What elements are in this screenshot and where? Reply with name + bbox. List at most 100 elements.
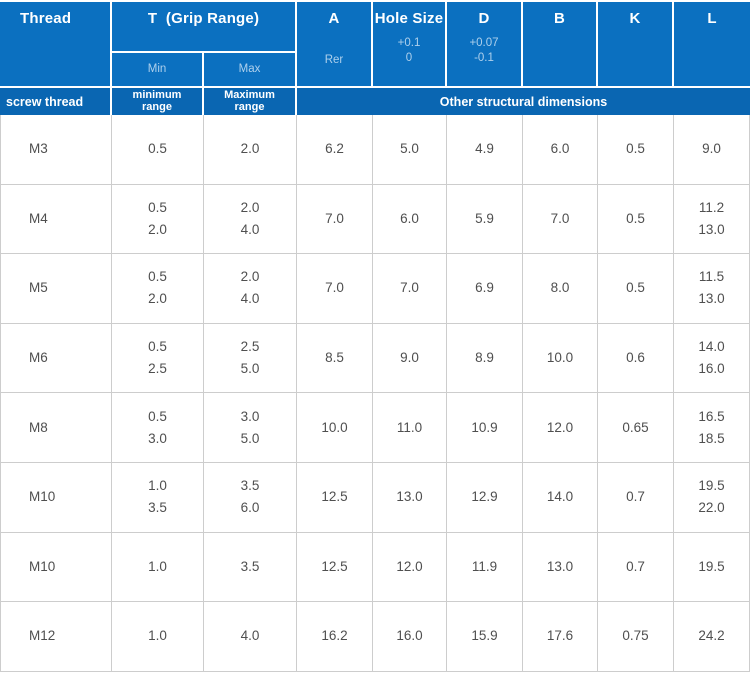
cell-hole-size: 11.0 (373, 393, 447, 463)
cell-a: 6.2 (297, 115, 373, 185)
cell-thread: M12 (0, 602, 112, 672)
header-k-label: K (629, 10, 641, 27)
cell-thread: M8 (0, 393, 112, 463)
cell-l: 9.0 (674, 115, 750, 185)
cell-t-max: 3.0 5.0 (204, 393, 297, 463)
cell-b: 8.0 (523, 254, 598, 324)
cell-t-min: 0.5 2.5 (112, 323, 204, 394)
header-b-label: B (553, 10, 566, 27)
subheader-other-dimensions: Other structural dimensions (297, 88, 750, 115)
cell-t-max: 4.0 (204, 602, 297, 672)
subheader-screw-thread: screw thread (0, 88, 112, 115)
header-cell-b: B (523, 2, 598, 86)
cell-thread: M4 (0, 184, 112, 255)
header-cell-k: K (598, 2, 674, 86)
cell-thread: M10 (0, 462, 112, 533)
cell-t-min: 0.5 (112, 115, 204, 185)
header-hole-size-tolerance: +0.1 0 (397, 37, 421, 64)
cell-k: 0.5 (598, 254, 674, 324)
cell-k: 0.5 (598, 115, 674, 185)
table-subheader: screw thread minimum range Maximum range… (0, 88, 750, 115)
cell-a: 8.5 (297, 323, 373, 394)
header-cell-grip-min: Min (112, 53, 204, 86)
cell-thread: M3 (0, 115, 112, 185)
cell-t-min: 0.5 3.0 (112, 393, 204, 463)
cell-hole-size: 7.0 (373, 254, 447, 324)
subheader-maximum-range: Maximum range (204, 88, 297, 115)
cell-t-max: 2.5 5.0 (204, 323, 297, 394)
cell-t-max: 3.5 6.0 (204, 462, 297, 533)
cell-t-max: 2.0 (204, 115, 297, 185)
header-cell-hole-size: Hole Size +0.1 0 (373, 2, 447, 86)
cell-thread: M6 (0, 323, 112, 394)
cell-l: 19.5 (674, 532, 750, 603)
cell-b: 12.0 (523, 393, 598, 463)
cell-d: 8.9 (447, 323, 523, 394)
table-body: M3 0.5 2.0 6.2 5.0 4.9 6.0 0.5 9.0 M4 0.… (0, 115, 750, 672)
cell-b: 7.0 (523, 184, 598, 255)
cell-d: 12.9 (447, 462, 523, 533)
table-header: Thread T (Grip Range) Min Max A Rer Hole… (0, 2, 750, 86)
header-cell-a: A Rer (297, 2, 373, 86)
cell-t-min: 1.0 3.5 (112, 462, 204, 533)
cell-a: 7.0 (297, 184, 373, 255)
cell-k: 0.75 (598, 602, 674, 672)
cell-a: 12.5 (297, 532, 373, 603)
header-l-label: L (707, 10, 717, 27)
header-hole-size-label: Hole Size (374, 10, 444, 27)
cell-thread: M10 (0, 532, 112, 603)
cell-d: 5.9 (447, 184, 523, 255)
cell-k: 0.7 (598, 462, 674, 533)
cell-l: 24.2 (674, 602, 750, 672)
header-d-tolerance: +0.07 -0.1 (469, 37, 499, 64)
header-cell-d: D +0.07 -0.1 (447, 2, 523, 86)
cell-l: 11.2 13.0 (674, 184, 750, 255)
header-a-label: A (328, 10, 340, 27)
cell-hole-size: 16.0 (373, 602, 447, 672)
header-grip-range-label: T (Grip Range) (147, 10, 260, 27)
header-grip-min-label: Min (147, 63, 167, 75)
cell-b: 6.0 (523, 115, 598, 185)
cell-t-min: 0.5 2.0 (112, 184, 204, 255)
cell-b: 10.0 (523, 323, 598, 394)
cell-b: 17.6 (523, 602, 598, 672)
cell-d: 15.9 (447, 602, 523, 672)
header-grip-max-label: Max (238, 63, 261, 75)
cell-b: 13.0 (523, 532, 598, 603)
cell-k: 0.6 (598, 323, 674, 394)
cell-l: 16.5 18.5 (674, 393, 750, 463)
cell-hole-size: 12.0 (373, 532, 447, 603)
cell-t-max: 3.5 (204, 532, 297, 603)
cell-t-max: 2.0 4.0 (204, 254, 297, 324)
cell-t-min: 0.5 2.0 (112, 254, 204, 324)
header-cell-grip-max: Max (204, 53, 297, 86)
cell-d: 11.9 (447, 532, 523, 603)
cell-a: 12.5 (297, 462, 373, 533)
header-cell-thread: Thread (0, 2, 112, 86)
cell-hole-size: 5.0 (373, 115, 447, 185)
cell-l: 14.0 16.0 (674, 323, 750, 394)
cell-t-min: 1.0 (112, 602, 204, 672)
cell-t-min: 1.0 (112, 532, 204, 603)
cell-a: 7.0 (297, 254, 373, 324)
cell-hole-size: 6.0 (373, 184, 447, 255)
cell-k: 0.5 (598, 184, 674, 255)
header-cell-grip-range: T (Grip Range) (112, 2, 297, 53)
subheader-minimum-range: minimum range (112, 88, 204, 115)
header-a-sublabel: Rer (324, 54, 344, 66)
cell-thread: M5 (0, 254, 112, 324)
cell-hole-size: 13.0 (373, 462, 447, 533)
cell-l: 11.5 13.0 (674, 254, 750, 324)
cell-l: 19.5 22.0 (674, 462, 750, 533)
header-d-label: D (478, 10, 490, 27)
cell-k: 0.7 (598, 532, 674, 603)
cell-a: 16.2 (297, 602, 373, 672)
cell-a: 10.0 (297, 393, 373, 463)
cell-b: 14.0 (523, 462, 598, 533)
cell-d: 4.9 (447, 115, 523, 185)
cell-t-max: 2.0 4.0 (204, 184, 297, 255)
cell-d: 10.9 (447, 393, 523, 463)
cell-d: 6.9 (447, 254, 523, 324)
cell-hole-size: 9.0 (373, 323, 447, 394)
